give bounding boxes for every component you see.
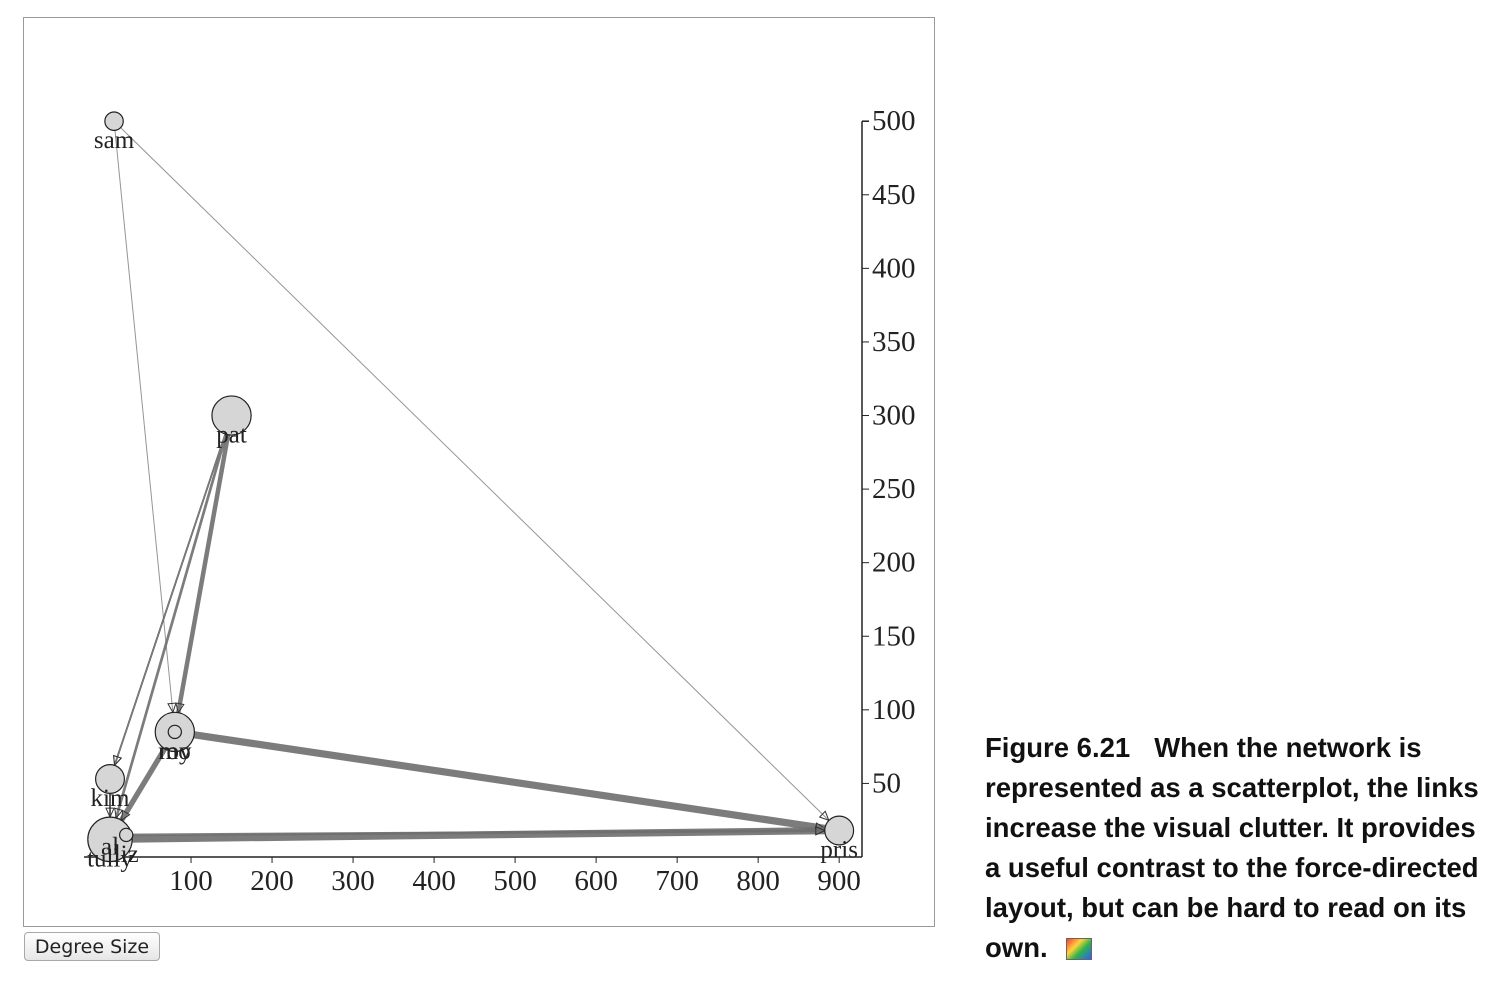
x-tick-label: 900 — [817, 865, 861, 897]
nodes-layer — [87, 111, 855, 863]
node-label-tully: tully — [87, 845, 133, 872]
x-tick-label: 100 — [169, 865, 213, 897]
x-axis: 100 200 300 400 500 600 700 800 900 — [84, 856, 862, 897]
y-tick-label: 50 — [872, 767, 901, 799]
y-axis: 50 100 150 200 250 300 350 400 450 500 — [861, 105, 916, 857]
edge-mo-pris — [174, 728, 840, 835]
edge-arrowhead — [175, 702, 185, 714]
edge-arrowhead — [815, 825, 827, 836]
caption-text: When the network is represented as a sca… — [985, 732, 1479, 963]
y-tick-label: 400 — [872, 252, 916, 284]
edge-pat-mo — [172, 415, 234, 733]
node-sam — [104, 111, 124, 131]
node-label-pris: pris — [820, 837, 858, 864]
node-label-sam: sam — [94, 127, 135, 154]
edge-arrowhead — [818, 810, 830, 822]
y-tick-label: 250 — [872, 473, 916, 505]
node-label-al: al — [101, 834, 119, 861]
edge-pat-tully — [108, 415, 233, 840]
edge-liz-pris — [126, 829, 840, 837]
figure-caption: Figure 6.21 When the network is represent… — [985, 728, 1490, 968]
x-tick-label: 700 — [655, 865, 699, 897]
x-tick-label: 200 — [250, 865, 294, 897]
node-label-pat: pat — [216, 422, 247, 449]
chart-frame: 100 200 300 400 500 600 700 800 900 50 100 150 200 2… — [23, 17, 935, 927]
edge-arrowhead — [120, 809, 131, 822]
degree-size-button[interactable]: Degree Size — [24, 932, 160, 961]
y-tick-label: 300 — [872, 400, 916, 432]
edge-pat-kim — [109, 415, 233, 780]
x-tick-label: 300 — [331, 865, 375, 897]
y-tick-label: 150 — [872, 620, 916, 652]
node-pris — [824, 815, 855, 846]
y-tick-label: 100 — [872, 694, 916, 726]
node-pat — [211, 395, 252, 436]
node-tully — [87, 816, 133, 863]
x-tick-label: 400 — [412, 865, 456, 897]
network-scatterplot: 100 200 300 400 500 600 700 800 900 50 100 150 200 2… — [84, 105, 916, 897]
y-tick-label: 450 — [872, 179, 916, 211]
x-tick-label: 500 — [493, 865, 537, 897]
edge-arrowhead — [167, 702, 177, 714]
color-plate-icon — [1065, 938, 1092, 960]
edge-arrowhead — [105, 807, 115, 819]
edge-arrowhead — [113, 754, 123, 767]
node-liz — [119, 827, 134, 843]
node-label-kim: kim — [91, 785, 130, 812]
node-label-mo: mo — [159, 738, 191, 765]
node-label-liz: liz — [114, 841, 139, 868]
node-kim — [94, 764, 125, 795]
figure-number: Figure 6.21 — [985, 732, 1131, 763]
x-tick-label: 800 — [736, 865, 780, 897]
x-tick-label: 600 — [574, 865, 618, 897]
edge-arrowhead — [114, 807, 124, 820]
edge-sam-mo — [113, 121, 176, 732]
y-tick-label: 350 — [872, 326, 916, 358]
y-tick-label: 500 — [872, 105, 916, 137]
edge-sam-pris — [113, 120, 840, 831]
node-roy — [167, 724, 183, 740]
node-label-roy: roy — [158, 738, 192, 765]
edges-layer — [105, 120, 840, 843]
y-tick-label: 200 — [872, 547, 916, 579]
